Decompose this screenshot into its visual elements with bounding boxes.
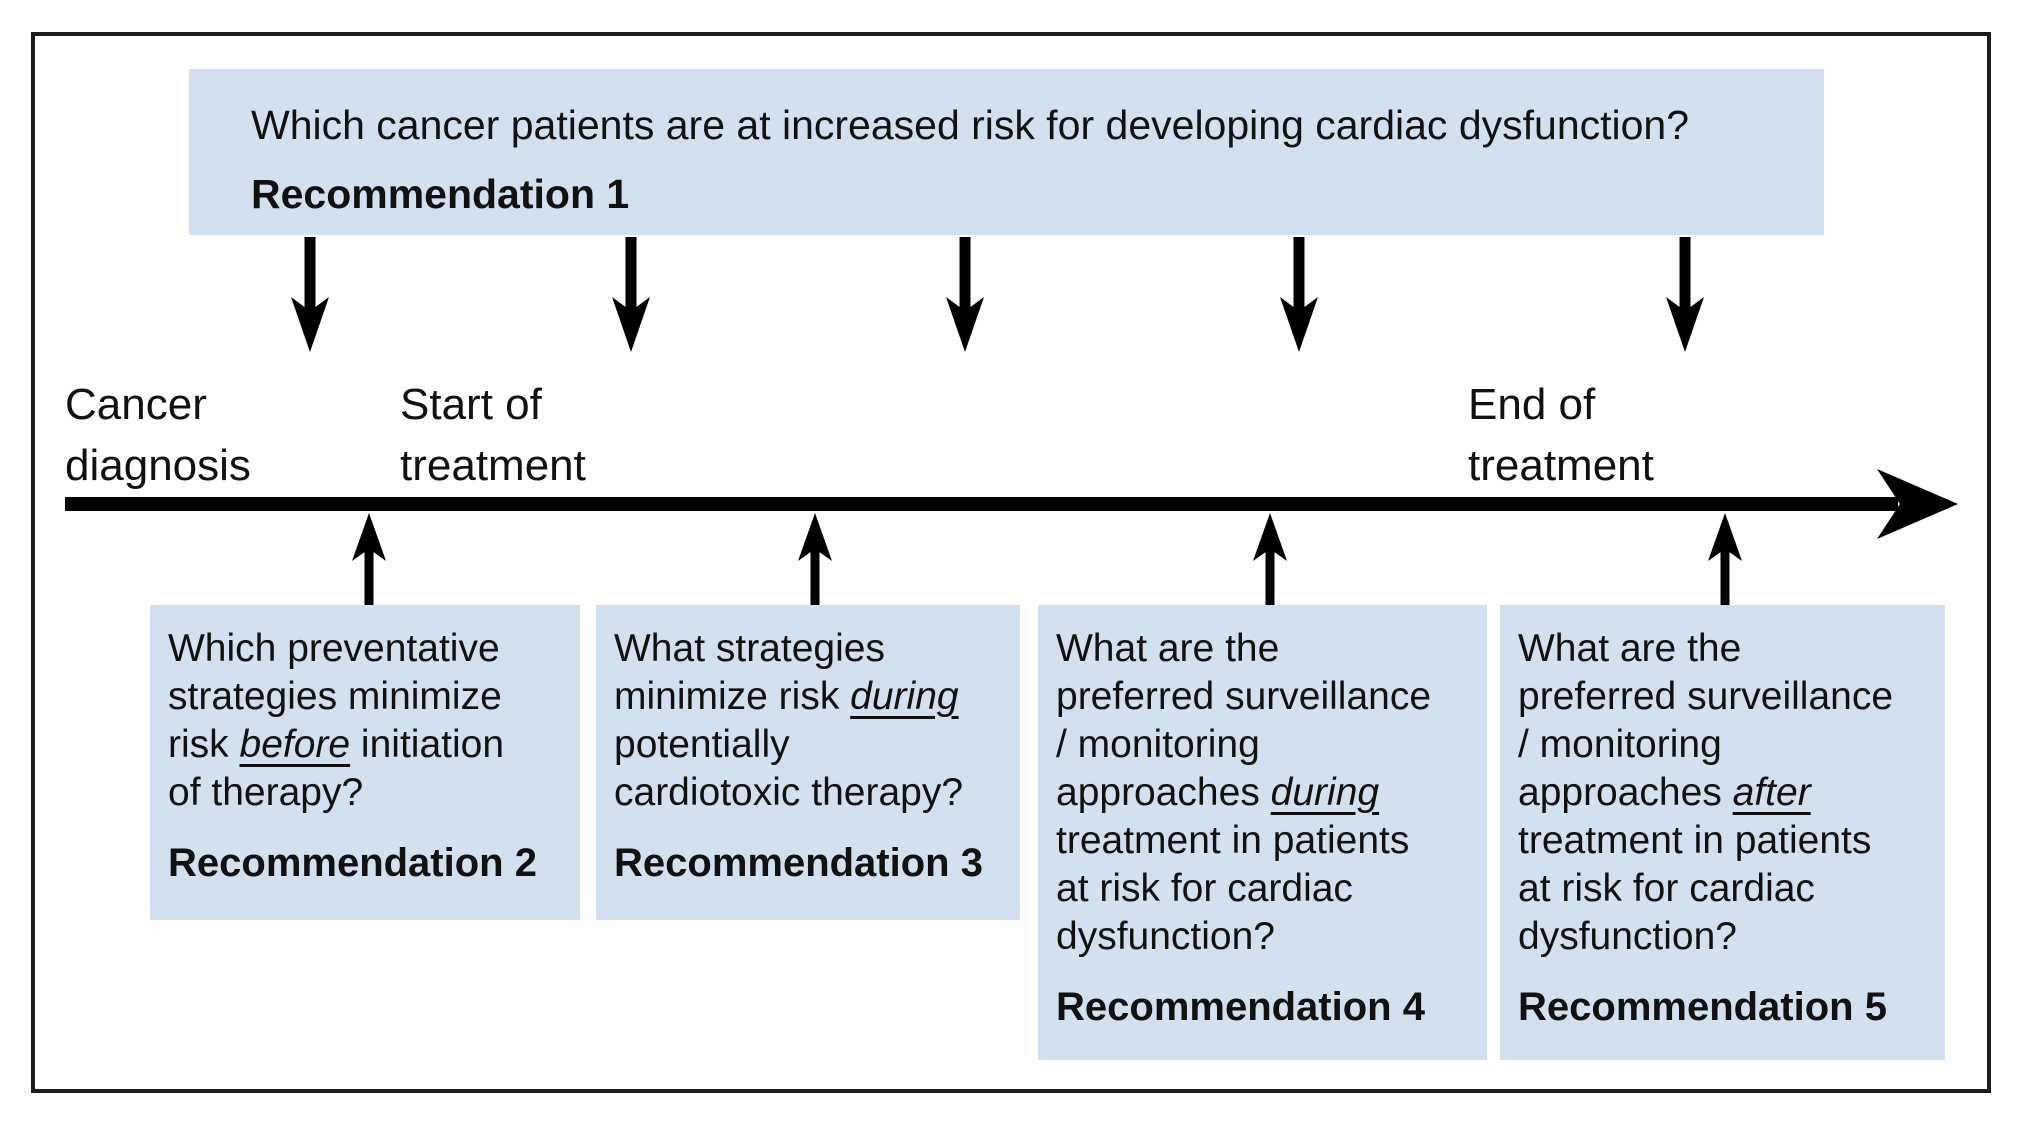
question-pre: What are the preferred surveillance / mo… xyxy=(1056,627,1432,814)
question-emphasis: during xyxy=(850,675,959,718)
question-pre: What strategies minimize risk xyxy=(614,627,885,718)
recommendation-5-box: What are the preferred surveillance / mo… xyxy=(1500,605,1945,1060)
question-pre: Which preventative strategies minimize r… xyxy=(168,627,502,766)
question-text: Which preventative strategies minimize r… xyxy=(168,625,566,817)
timeline-label-end-of-treatment: End of treatment xyxy=(1468,380,1654,490)
recommendation-1-label: Recommendation 1 xyxy=(251,171,630,217)
question-pre: What are the preferred surveillance / mo… xyxy=(1518,627,1894,814)
question-post: treatment in patients at risk for cardia… xyxy=(1518,819,1872,958)
question-text: What strategies minimize risk during pot… xyxy=(614,625,1006,817)
top-question-text: Which cancer patients are at increased r… xyxy=(251,102,1690,148)
question-emphasis: before xyxy=(239,723,351,766)
recommendation-2-label: Recommendation 2 xyxy=(168,841,537,885)
recommendation-2-box: Which preventative strategies minimize r… xyxy=(150,605,580,920)
question-emphasis: after xyxy=(1732,771,1811,814)
question-post: treatment in patients at risk for cardia… xyxy=(1056,819,1410,958)
question-post: initiation of therapy? xyxy=(168,723,505,814)
timeline-label-start-of-treatment: Start of treatment xyxy=(400,380,586,490)
recommendation-5-label: Recommendation 5 xyxy=(1518,985,1887,1029)
recommendation-3-label: Recommendation 3 xyxy=(614,841,983,885)
top-question-box: Which cancer patients are at increased r… xyxy=(189,69,1824,235)
question-emphasis: during xyxy=(1270,771,1380,814)
recommendation-4-box: What are the preferred surveillance / mo… xyxy=(1038,605,1487,1060)
question-text: What are the preferred surveillance / mo… xyxy=(1056,625,1473,961)
recommendation-3-box: What strategies minimize risk during pot… xyxy=(596,605,1020,920)
question-post: potentially cardiotoxic therapy? xyxy=(614,723,964,814)
recommendation-4-label: Recommendation 4 xyxy=(1056,985,1425,1029)
question-text: What are the preferred surveillance / mo… xyxy=(1518,625,1931,961)
timeline-label-cancer-diagnosis: Cancer diagnosis xyxy=(65,380,251,490)
